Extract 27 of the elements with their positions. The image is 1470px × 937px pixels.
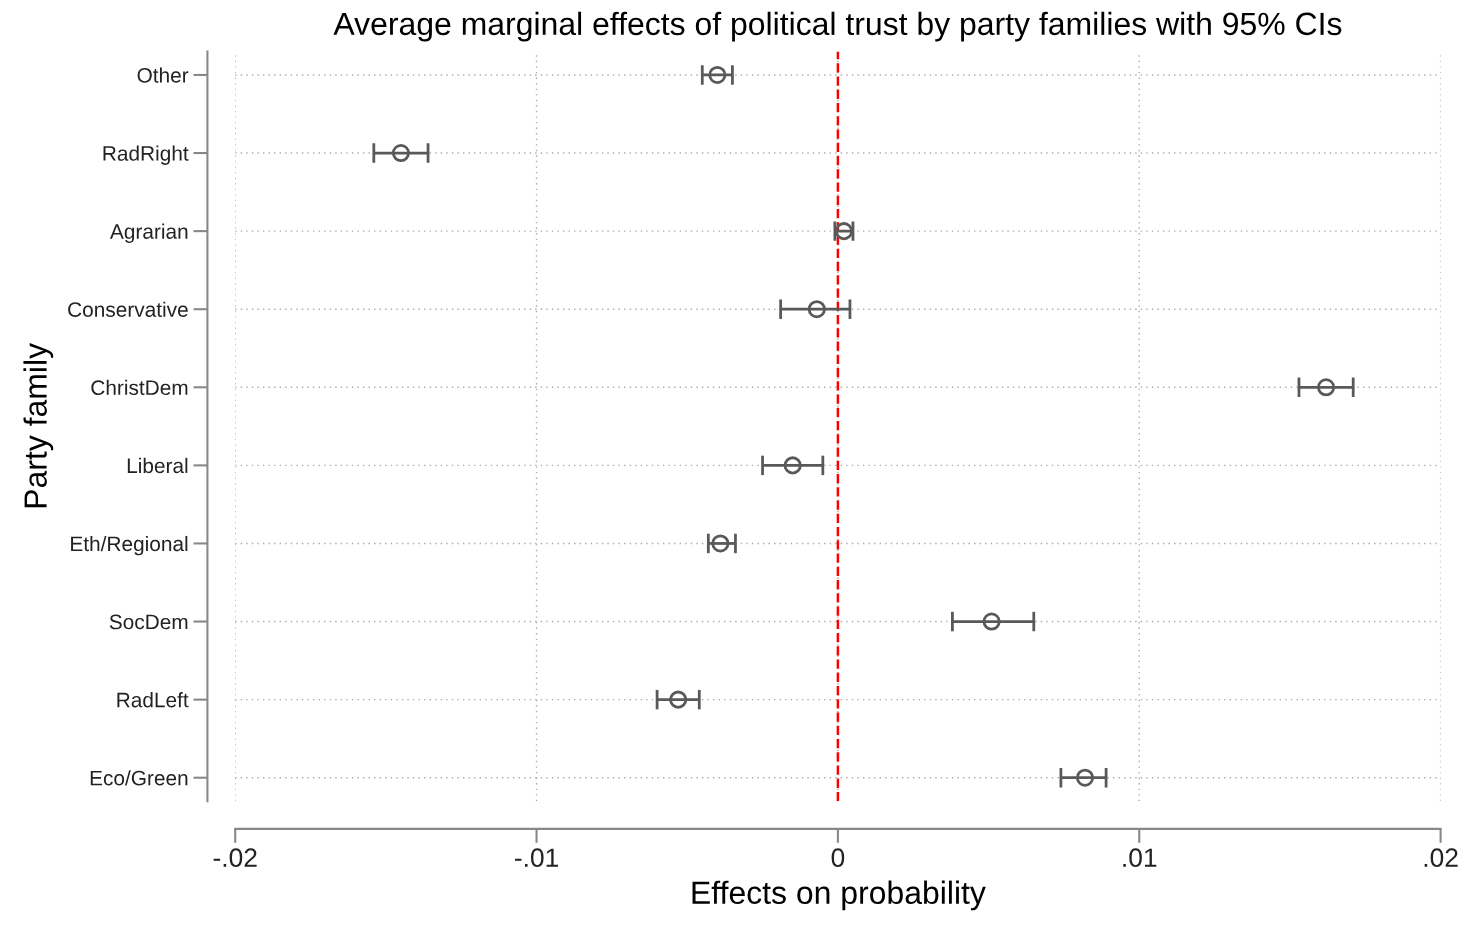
y-tick-label: Liberal — [127, 457, 188, 474]
point — [807, 300, 826, 319]
y-tick-label: Other — [137, 67, 189, 83]
y-tick-label: Eth/Regional — [71, 535, 188, 556]
point — [711, 534, 730, 553]
point — [982, 612, 1001, 631]
point — [1317, 378, 1336, 397]
y-tick-label: RadLeft — [117, 692, 189, 708]
y-tick-label: Agrarian — [109, 223, 188, 243]
x-tick-label: 0 — [831, 848, 845, 868]
x-axis-title: Effects on probability — [692, 880, 986, 911]
y-tick-label: Conservative — [68, 301, 188, 317]
point — [708, 65, 727, 84]
x-tick-label: -.01 — [514, 848, 558, 868]
y-tick-label: SocDem — [109, 614, 188, 630]
point — [783, 456, 802, 475]
chart-title: Average marginal effects of political trust by party families with 95% CIs — [333, 11, 1342, 42]
point — [1075, 768, 1095, 787]
y-tick-label: Eco/Green — [90, 770, 188, 786]
point — [391, 144, 410, 163]
y-tick-label: ChristDem — [91, 379, 188, 396]
y-tick-label: RadRight — [103, 145, 189, 165]
point — [669, 690, 688, 709]
y-axis-title: Party family — [23, 342, 54, 508]
x-tick-label: .02 — [1424, 848, 1458, 868]
x-tick-label: -.02 — [213, 848, 257, 868]
x-tick-label: .01 — [1123, 848, 1157, 868]
